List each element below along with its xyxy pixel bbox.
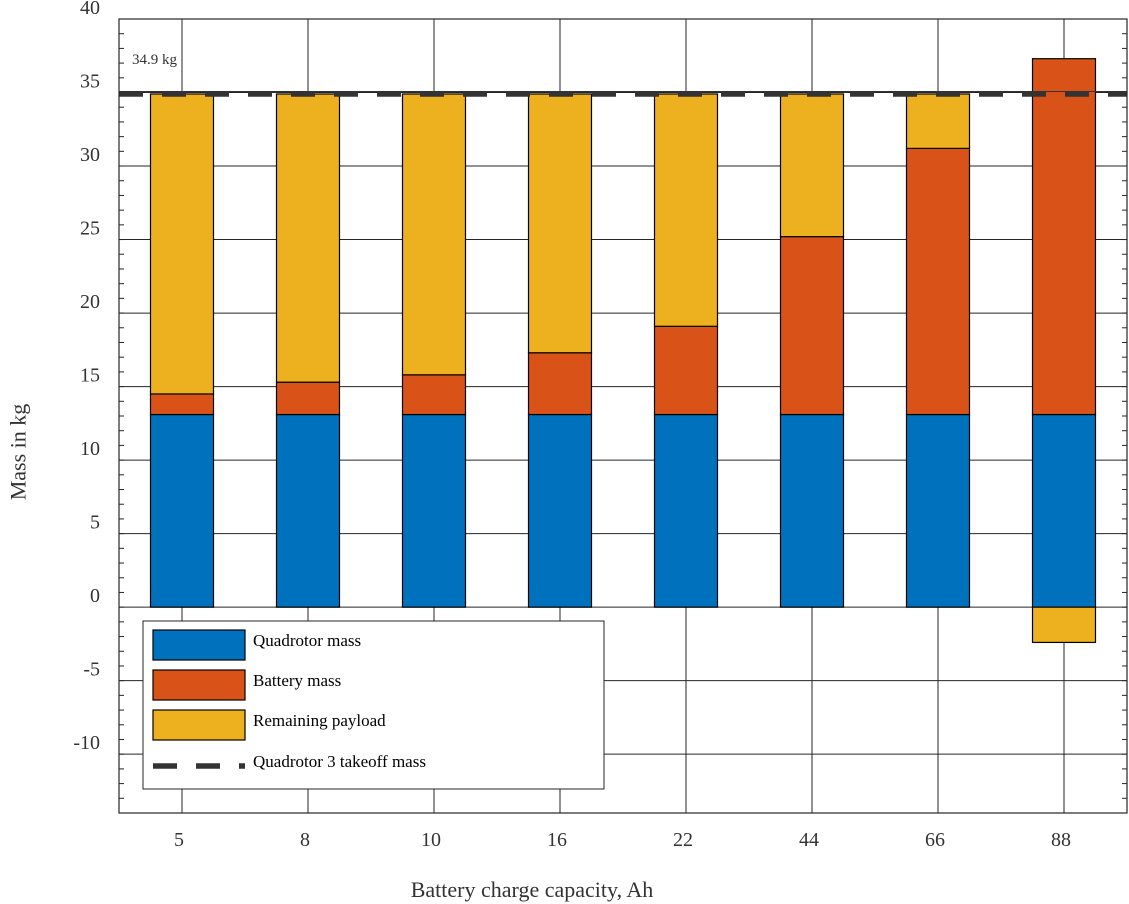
y-tick-label: 20 [80,291,100,313]
bar-battery-mass-16 [527,352,593,416]
bar-battery-mass-66 [905,147,971,416]
y-tick-label: 30 [80,144,100,166]
y-tick-labels: 40 35 30 25 20 15 10 5 0 -5 -10 [73,0,100,754]
bar-remaining-payload-88 [1031,606,1097,644]
x-tick-label: 44 [799,829,819,851]
plot-frame [118,18,1128,814]
legend-label-quadrotor-3-takeoff-mass: Quadrotor 3 takeoff mass [253,752,426,771]
bar-quadrotor-mass-5 [149,413,215,608]
y-tick-label: 0 [90,585,100,607]
legend-label-remaining-payload: Remaining payload [253,711,386,730]
bar-battery-mass-88 [1031,58,1097,416]
x-tick-label: 10 [421,829,441,851]
bar-battery-mass-44 [779,236,845,416]
legend-swatch-battery-mass [152,669,246,701]
legend: Quadrotor mass Battery mass Remaining payl… [142,620,605,790]
bar-remaining-payload-16 [527,93,593,354]
reference-line-label: 34.9 kg [132,52,178,68]
x-tick-label: 5 [174,829,184,851]
bar-remaining-payload-5 [149,93,215,395]
legend-swatch-remaining-payload [152,709,246,741]
x-tick-label: 8 [300,829,310,851]
bar-battery-mass-22 [653,325,719,416]
x-tick-label: 88 [1051,829,1071,851]
bar-battery-mass-8 [275,381,341,416]
x-tick-label: 66 [925,829,945,851]
bar-quadrotor-mass-66 [905,413,971,608]
legend-label-quadrotor-mass: Quadrotor mass [253,631,361,650]
y-axis-title: Mass in kg [6,404,31,501]
bar-remaining-payload-10 [401,93,467,376]
y-tick-label: 15 [80,365,100,387]
bars [149,58,1097,644]
x-axis-title: Battery charge capacity, Ah [411,877,654,902]
bar-quadrotor-mass-16 [527,413,593,608]
bar-quadrotor-mass-8 [275,413,341,608]
y-tick-label: -10 [73,732,100,754]
y-tick-label: 25 [80,218,100,240]
legend-label-battery-mass: Battery mass [253,671,341,690]
bar-quadrotor-mass-88 [1031,413,1097,608]
x-tick-label: 22 [673,829,693,851]
bar-remaining-payload-66 [905,93,971,149]
y-tick-label: 5 [90,512,100,534]
bar-battery-mass-10 [401,374,467,416]
reference-line-group: 34.9 kg [119,52,1127,97]
bar-remaining-payload-8 [275,93,341,383]
bar-remaining-payload-22 [653,93,719,327]
y-tick-label: 10 [80,438,100,460]
bar-quadrotor-mass-22 [653,413,719,608]
x-tick-labels: 5 8 10 16 22 44 66 88 [174,829,1071,851]
legend-swatch-quadrotor-mass [152,629,246,661]
y-tick-label: 40 [80,0,100,19]
bar-battery-mass-5 [149,393,215,416]
y-tick-label: -5 [83,659,100,681]
bar-quadrotor-mass-44 [779,413,845,608]
y-tick-label: 35 [80,71,100,93]
x-tick-label: 16 [547,829,567,851]
bar-quadrotor-mass-10 [401,413,467,608]
bar-remaining-payload-44 [779,93,845,238]
